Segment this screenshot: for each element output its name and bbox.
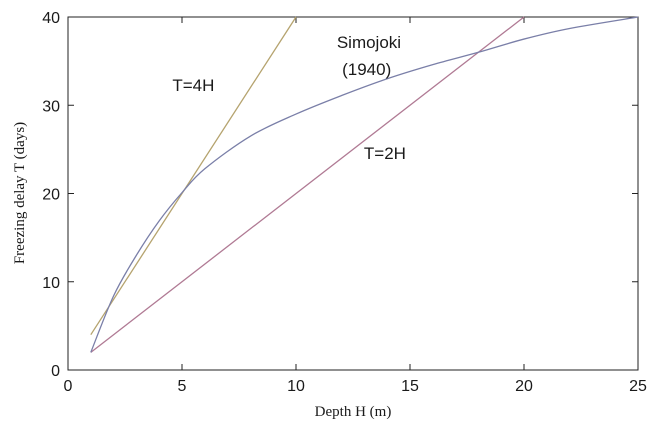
axis-ticks: 0 5 10 15 20 25 0 10 20 30 40 [42,10,647,395]
x-tick-label: 10 [287,378,305,395]
y-tick-label: 40 [42,10,60,27]
series-line-t-4h [90,16,297,336]
x-tick-label: 25 [629,378,647,395]
y-tick-label: 30 [42,98,60,115]
annotation-label: T=2H [364,144,406,163]
annotation-label: Simojoki [337,33,401,52]
series-line-simojoki [90,16,639,353]
x-tick-label: 20 [515,378,533,395]
x-axis-title: Depth H (m) [315,404,392,420]
series-line-t-2h [90,16,525,353]
annotation-layer: T=4H Simojoki (1940) T=2H [172,33,406,163]
series-layer [90,16,639,353]
y-tick-label: 0 [51,363,60,380]
y-tick-label: 10 [42,275,60,292]
x-tick-label: 15 [401,378,419,395]
x-tick-label: 0 [64,378,73,395]
y-axis-title: Freezing delay T (days) [12,122,28,264]
annotation-label: (1940) [342,60,391,79]
y-tick-label: 20 [42,187,60,204]
x-tick-label: 5 [178,378,187,395]
annotation-label: T=4H [172,76,214,95]
